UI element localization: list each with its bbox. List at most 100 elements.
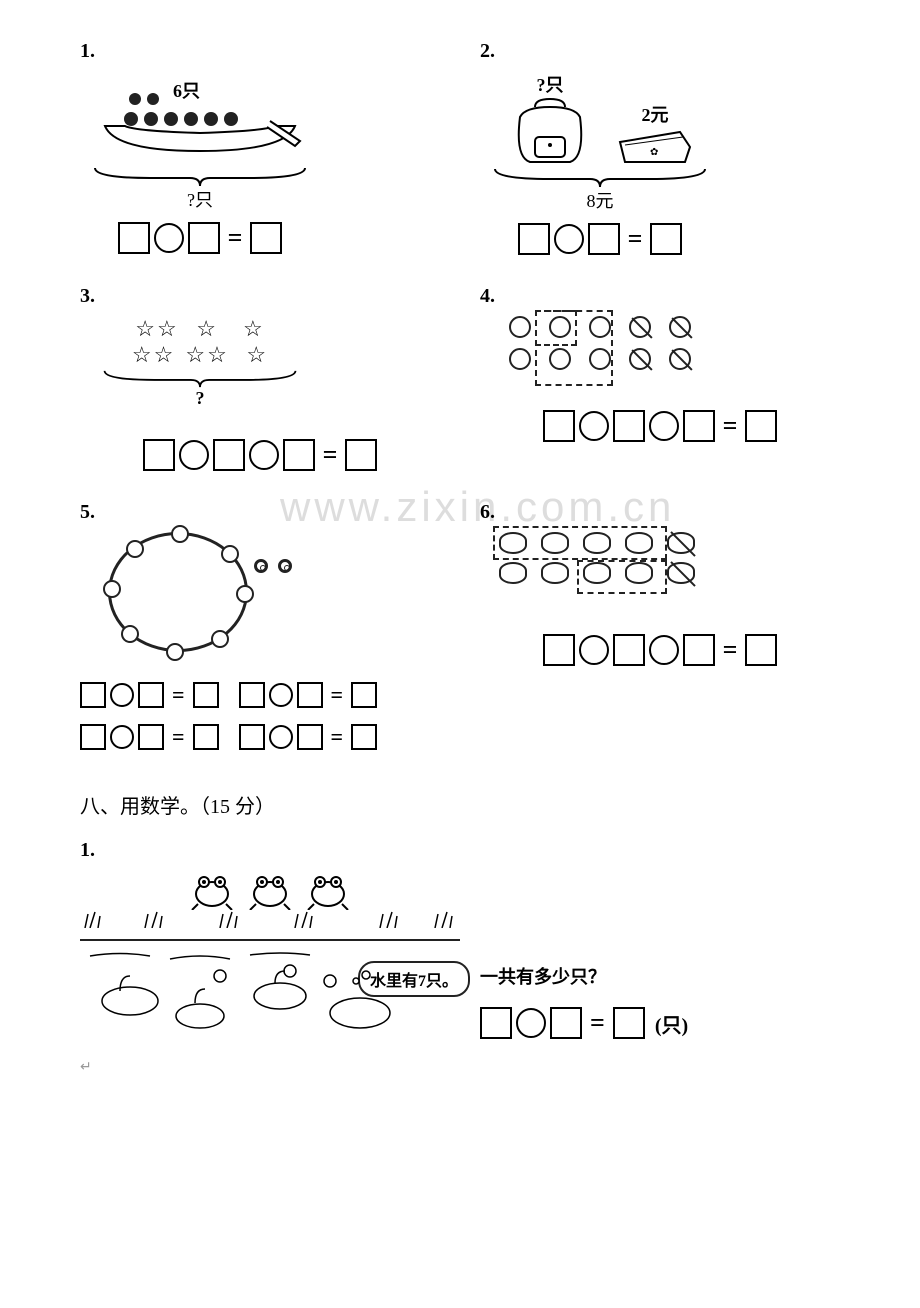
problem-1-illustration: 6只 ?只 = xyxy=(80,71,320,254)
equation: = xyxy=(239,682,378,708)
section-8-problem-1: 1. xyxy=(80,839,840,1039)
grass-icon xyxy=(80,910,460,928)
equals-sign: = xyxy=(723,635,738,665)
problems-grid: 1. 6只 ?只 xyxy=(80,40,840,750)
problem-2-top-label: ?只 xyxy=(537,71,564,97)
problem-4: 4. = xyxy=(480,285,840,471)
operator-box[interactable] xyxy=(516,1008,546,1038)
star-group: ☆☆ xyxy=(185,342,228,368)
operator-box[interactable] xyxy=(649,411,679,441)
dashed-region xyxy=(493,526,667,560)
problem-4-equation: = xyxy=(480,410,840,442)
problem-1-equation: = xyxy=(118,222,283,254)
problem-6-equation: = xyxy=(480,634,840,666)
operator-box[interactable] xyxy=(249,440,279,470)
answer-box[interactable] xyxy=(138,682,164,708)
water-area: 水里有7只。 xyxy=(80,939,460,1039)
brace-icon xyxy=(490,167,710,189)
problem-5-equations: = = = xyxy=(80,672,440,750)
equals-sign: = xyxy=(228,223,243,253)
problem-5: www.zixin.com.cn 5. xyxy=(80,501,440,750)
problem-6-number: 6. xyxy=(480,501,840,524)
operator-box[interactable] xyxy=(110,725,134,749)
answer-box[interactable] xyxy=(239,724,265,750)
problem-4-number: 4. xyxy=(480,285,840,308)
operator-box[interactable] xyxy=(579,635,609,665)
answer-box[interactable] xyxy=(745,634,777,666)
problem-5-number: 5. xyxy=(80,501,440,524)
problem-1-question: ?只 xyxy=(187,186,213,212)
answer-box[interactable] xyxy=(239,682,265,708)
answer-box[interactable] xyxy=(193,724,219,750)
equals-sign: = xyxy=(331,682,344,708)
operator-box[interactable] xyxy=(269,683,293,707)
equals-sign: = xyxy=(628,224,643,254)
answer-box[interactable] xyxy=(250,222,282,254)
frog-icon xyxy=(190,870,234,910)
answer-box[interactable] xyxy=(683,410,715,442)
problem-3: 3. ☆☆ ☆ ☆ ☆☆ ☆☆ ☆ ? = xyxy=(80,285,440,471)
bracelet-icon xyxy=(108,532,248,652)
cloud-text: 水里有7只。 xyxy=(370,973,458,990)
answer-box[interactable] xyxy=(80,682,106,708)
answer-box[interactable] xyxy=(588,223,620,255)
brace-icon xyxy=(100,368,300,390)
circle-crossed-icon xyxy=(669,348,691,370)
answer-box[interactable] xyxy=(613,1007,645,1039)
cylinder-icon xyxy=(499,562,527,584)
operator-box[interactable] xyxy=(179,440,209,470)
operator-box[interactable] xyxy=(649,635,679,665)
cylinder-crossed-icon xyxy=(667,532,695,554)
cylinder-crossed-icon xyxy=(667,562,695,584)
answer-box[interactable] xyxy=(543,634,575,666)
answer-box[interactable] xyxy=(650,223,682,255)
answer-box[interactable] xyxy=(480,1007,512,1039)
circle-crossed-icon xyxy=(629,348,651,370)
answer-box[interactable] xyxy=(213,439,245,471)
answer-box[interactable] xyxy=(351,724,377,750)
answer-box[interactable] xyxy=(543,410,575,442)
problem-1: 1. 6只 ?只 xyxy=(80,40,440,255)
answer-box[interactable] xyxy=(283,439,315,471)
equals-sign: = xyxy=(331,724,344,750)
frog-icon xyxy=(306,870,350,910)
unit-label: (只) xyxy=(655,1009,688,1038)
bead-icon xyxy=(278,559,292,573)
answer-box[interactable] xyxy=(351,682,377,708)
cloud-tail-icon xyxy=(350,967,380,987)
answer-box[interactable] xyxy=(613,410,645,442)
operator-box[interactable] xyxy=(579,411,609,441)
answer-box[interactable] xyxy=(193,682,219,708)
answer-box[interactable] xyxy=(80,724,106,750)
brace-icon xyxy=(90,166,310,188)
answer-box[interactable] xyxy=(297,724,323,750)
answer-box[interactable] xyxy=(745,410,777,442)
operator-box[interactable] xyxy=(269,725,293,749)
answer-box[interactable] xyxy=(297,682,323,708)
equation: = xyxy=(239,724,378,750)
answer-box[interactable] xyxy=(138,724,164,750)
cylinder-icon xyxy=(541,562,569,584)
problem-6-illustration xyxy=(480,532,720,584)
section-8-p1-content: 水里有7只。 一共有多少只？ = (只) xyxy=(80,870,840,1039)
answer-box[interactable] xyxy=(118,222,150,254)
answer-box[interactable] xyxy=(683,634,715,666)
circle-icon xyxy=(509,316,531,338)
operator-box[interactable] xyxy=(110,683,134,707)
operator-box[interactable] xyxy=(154,223,184,253)
star-group: ☆☆ xyxy=(135,316,178,342)
answer-box[interactable] xyxy=(143,439,175,471)
answer-box[interactable] xyxy=(613,634,645,666)
frog-icon xyxy=(248,870,292,910)
equals-sign: = xyxy=(172,682,185,708)
operator-box[interactable] xyxy=(554,224,584,254)
answer-box[interactable] xyxy=(345,439,377,471)
answer-box[interactable] xyxy=(550,1007,582,1039)
problem-1-number: 1. xyxy=(80,40,440,63)
problem-2-illustration: ?只 2元 ✿ xyxy=(480,71,720,255)
problem-5-illustration xyxy=(80,532,320,662)
answer-box[interactable] xyxy=(188,222,220,254)
equals-sign: = xyxy=(590,1008,605,1038)
pond-illustration: 水里有7只。 xyxy=(80,870,460,1039)
answer-box[interactable] xyxy=(518,223,550,255)
